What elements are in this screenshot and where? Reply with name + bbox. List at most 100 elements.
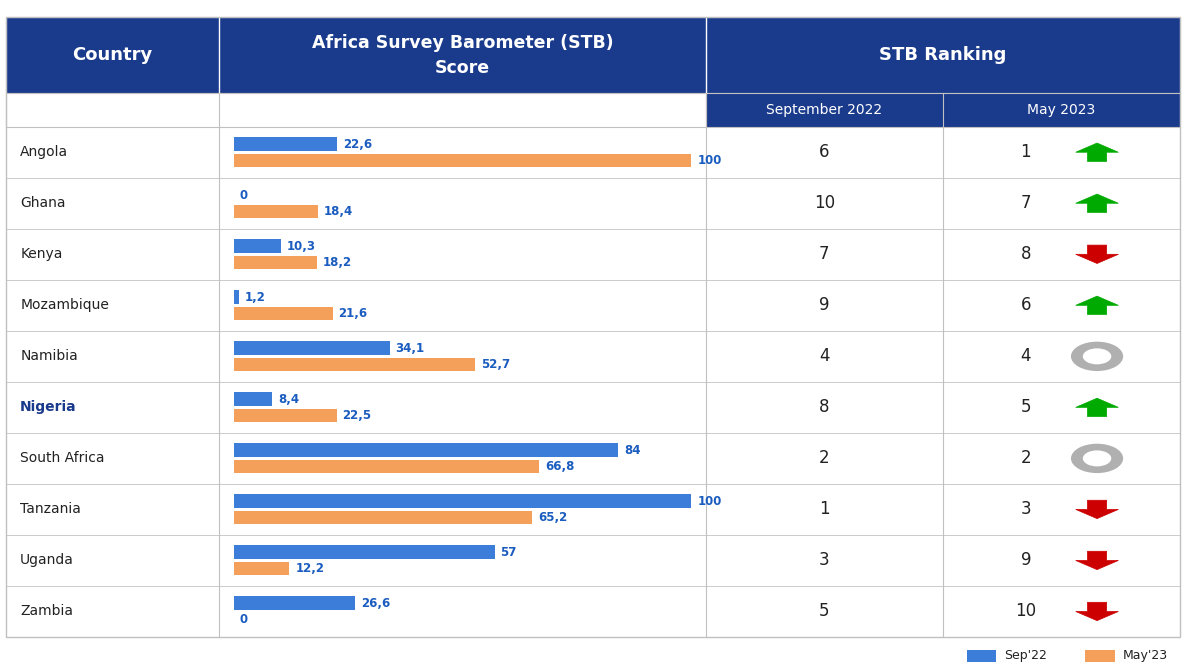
Text: 7: 7 xyxy=(1021,194,1031,212)
Text: Namibia: Namibia xyxy=(20,350,78,364)
Bar xyxy=(234,239,281,253)
Text: 9: 9 xyxy=(820,296,829,314)
Text: 5: 5 xyxy=(1021,398,1031,416)
Text: 100: 100 xyxy=(697,495,722,508)
Text: 1,2: 1,2 xyxy=(246,291,266,303)
Text: May 2023: May 2023 xyxy=(1027,103,1096,117)
Text: 8: 8 xyxy=(820,398,829,416)
Text: 10: 10 xyxy=(814,194,835,212)
Text: 18,4: 18,4 xyxy=(324,205,353,218)
Text: 22,6: 22,6 xyxy=(343,137,372,151)
Bar xyxy=(234,562,289,576)
Text: Uganda: Uganda xyxy=(20,554,74,568)
Text: 10,3: 10,3 xyxy=(287,239,315,253)
Text: 26,6: 26,6 xyxy=(362,597,390,610)
Text: Zambia: Zambia xyxy=(20,604,74,618)
Bar xyxy=(234,494,691,508)
Circle shape xyxy=(1071,342,1123,371)
Bar xyxy=(234,511,533,524)
Polygon shape xyxy=(1076,551,1118,570)
Bar xyxy=(234,255,317,269)
Text: 6: 6 xyxy=(1021,296,1031,314)
Text: STB Ranking: STB Ranking xyxy=(879,46,1007,64)
Text: Angola: Angola xyxy=(20,145,69,159)
Bar xyxy=(706,93,1180,127)
Bar xyxy=(6,433,1180,484)
Text: 3: 3 xyxy=(820,552,829,570)
Text: 4: 4 xyxy=(1021,348,1031,366)
Text: 4: 4 xyxy=(820,348,829,366)
Bar xyxy=(6,382,1180,433)
Bar xyxy=(6,484,1180,535)
Bar xyxy=(234,409,337,422)
Text: 6: 6 xyxy=(820,143,829,161)
Text: 0: 0 xyxy=(240,189,248,201)
Text: 8: 8 xyxy=(1021,245,1031,263)
Text: 66,8: 66,8 xyxy=(546,460,575,473)
Text: 12,2: 12,2 xyxy=(295,562,325,575)
Bar xyxy=(1085,650,1115,662)
Bar xyxy=(967,650,996,662)
Text: 2: 2 xyxy=(1021,450,1031,468)
Polygon shape xyxy=(1076,194,1118,213)
Polygon shape xyxy=(1076,143,1118,161)
Bar xyxy=(234,153,691,167)
Text: 57: 57 xyxy=(500,546,517,559)
Text: 84: 84 xyxy=(624,444,640,457)
Circle shape xyxy=(1083,450,1111,466)
Bar xyxy=(6,535,1180,586)
Bar xyxy=(234,307,332,320)
Text: Mozambique: Mozambique xyxy=(20,298,109,312)
Text: September 2022: September 2022 xyxy=(766,103,882,117)
Polygon shape xyxy=(1076,602,1118,621)
Text: 2: 2 xyxy=(820,450,829,468)
Bar xyxy=(234,444,618,457)
Bar xyxy=(6,331,1180,382)
Polygon shape xyxy=(1076,296,1118,315)
Text: 100: 100 xyxy=(697,154,722,167)
Bar xyxy=(234,596,356,610)
Text: 34,1: 34,1 xyxy=(396,342,425,355)
Text: 1: 1 xyxy=(820,500,829,518)
Bar xyxy=(6,17,1180,93)
Bar xyxy=(234,137,337,151)
Polygon shape xyxy=(1076,245,1118,263)
Text: 1: 1 xyxy=(1021,143,1031,161)
Bar xyxy=(234,392,272,406)
Text: 18,2: 18,2 xyxy=(323,256,352,269)
Text: 5: 5 xyxy=(820,602,829,620)
Bar xyxy=(6,178,1180,229)
Bar xyxy=(6,229,1180,280)
Text: Nigeria: Nigeria xyxy=(20,400,77,414)
Circle shape xyxy=(1071,444,1123,473)
Text: 10: 10 xyxy=(1015,602,1037,620)
Bar xyxy=(234,546,495,559)
Text: Sep'22: Sep'22 xyxy=(1005,649,1047,662)
Bar xyxy=(6,586,1180,637)
Text: 52,7: 52,7 xyxy=(480,358,510,371)
Circle shape xyxy=(1083,348,1111,364)
Text: 0: 0 xyxy=(240,613,248,626)
Text: Africa Survey Barometer (STB)
Score: Africa Survey Barometer (STB) Score xyxy=(312,33,613,77)
Bar xyxy=(234,460,540,474)
Bar xyxy=(6,280,1180,331)
Text: Ghana: Ghana xyxy=(20,196,65,210)
Text: Tanzania: Tanzania xyxy=(20,502,81,516)
Text: 3: 3 xyxy=(1021,500,1031,518)
Bar xyxy=(234,205,318,218)
Text: 65,2: 65,2 xyxy=(538,511,567,524)
Text: 7: 7 xyxy=(820,245,829,263)
Bar xyxy=(234,290,240,304)
Text: Kenya: Kenya xyxy=(20,247,63,261)
Text: 22,5: 22,5 xyxy=(343,409,371,422)
Text: 9: 9 xyxy=(1021,552,1031,570)
Bar xyxy=(6,93,706,127)
Polygon shape xyxy=(1076,398,1118,417)
Text: 8,4: 8,4 xyxy=(278,393,299,406)
Text: South Africa: South Africa xyxy=(20,452,104,466)
Text: May'23: May'23 xyxy=(1123,649,1168,662)
Bar xyxy=(234,342,390,355)
Bar xyxy=(234,358,474,372)
Bar xyxy=(6,127,1180,178)
Polygon shape xyxy=(1076,500,1118,519)
